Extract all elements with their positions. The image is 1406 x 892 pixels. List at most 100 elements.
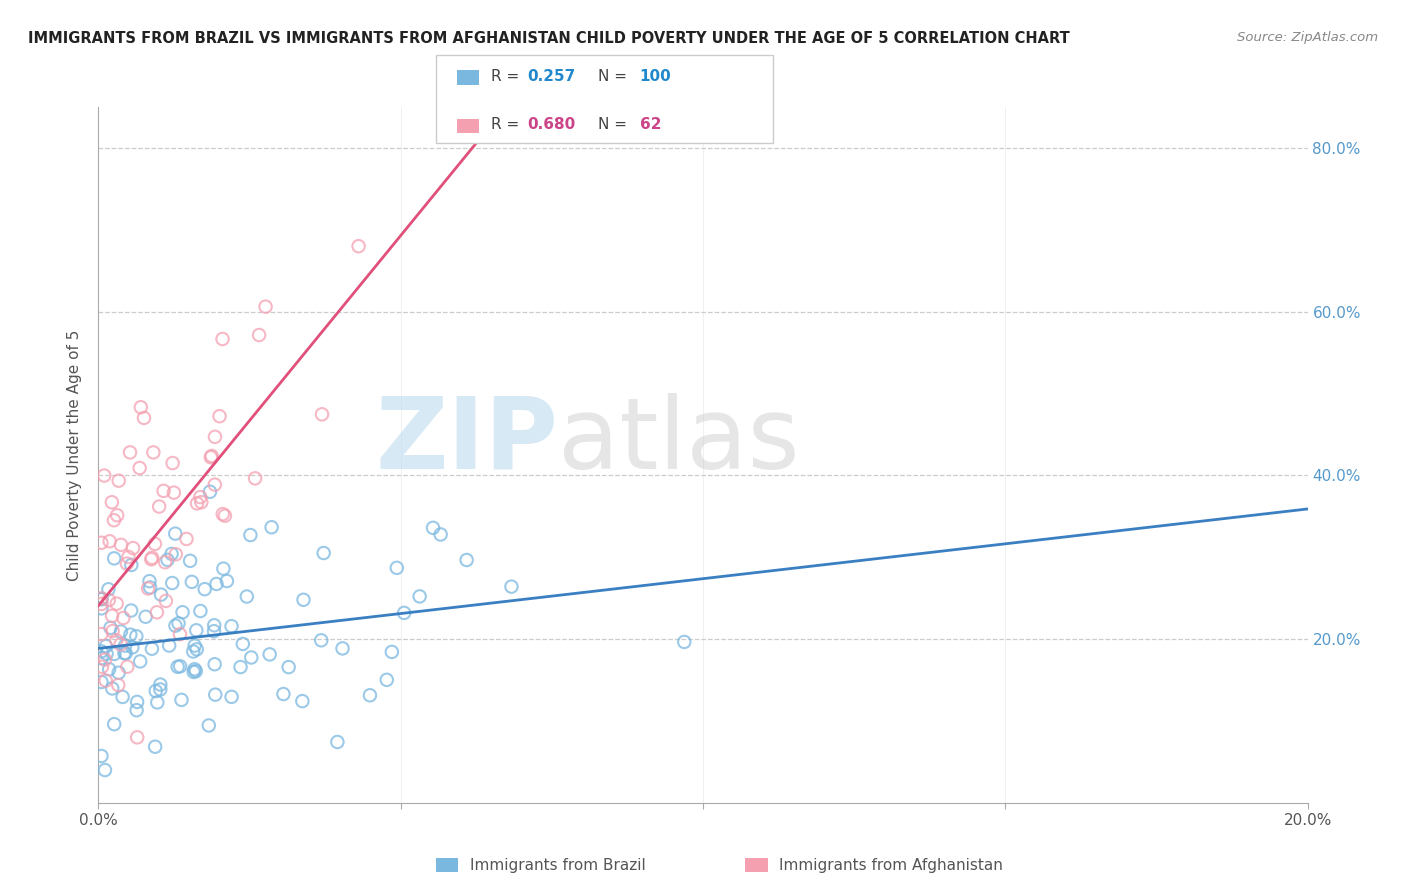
Point bbox=[90, 597, 112, 611]
Point bbox=[156, 553, 179, 567]
Point bbox=[150, 588, 173, 602]
Point bbox=[94, 763, 117, 777]
Point bbox=[347, 239, 370, 253]
Text: Source: ZipAtlas.com: Source: ZipAtlas.com bbox=[1237, 31, 1378, 45]
Point bbox=[121, 640, 143, 655]
Point bbox=[129, 654, 152, 668]
Point bbox=[165, 547, 187, 561]
Point bbox=[422, 521, 444, 535]
Point bbox=[125, 629, 148, 643]
Point bbox=[157, 639, 180, 653]
Point bbox=[110, 624, 132, 639]
Point bbox=[194, 582, 217, 597]
Point bbox=[90, 627, 112, 641]
Point bbox=[205, 577, 228, 591]
Point bbox=[188, 490, 211, 504]
Point bbox=[201, 449, 224, 463]
Point bbox=[105, 597, 128, 611]
Point bbox=[114, 639, 136, 653]
Y-axis label: Child Poverty Under the Age of 5: Child Poverty Under the Age of 5 bbox=[67, 329, 83, 581]
Point bbox=[385, 561, 408, 575]
Text: N =: N = bbox=[598, 118, 631, 132]
Point bbox=[118, 445, 141, 459]
Point bbox=[165, 618, 187, 632]
Point bbox=[120, 628, 142, 642]
Point bbox=[136, 582, 159, 596]
Point bbox=[214, 508, 236, 523]
Point bbox=[107, 474, 129, 488]
Point bbox=[204, 657, 226, 672]
Point bbox=[167, 616, 190, 631]
Point bbox=[139, 581, 162, 595]
Point bbox=[204, 688, 226, 702]
Point bbox=[381, 645, 404, 659]
Point bbox=[211, 507, 233, 521]
Point bbox=[142, 445, 165, 459]
Point bbox=[208, 409, 231, 424]
Point bbox=[93, 468, 115, 483]
Point bbox=[501, 580, 523, 594]
Text: R =: R = bbox=[491, 118, 524, 132]
Point bbox=[90, 644, 112, 658]
Point bbox=[90, 592, 112, 607]
Point bbox=[141, 552, 163, 566]
Point bbox=[146, 695, 169, 709]
Point bbox=[429, 527, 451, 541]
Point bbox=[273, 687, 295, 701]
Point bbox=[176, 532, 198, 546]
Point bbox=[120, 558, 142, 572]
Point bbox=[101, 608, 124, 623]
Point bbox=[153, 555, 176, 569]
Point bbox=[90, 601, 112, 615]
Point bbox=[101, 624, 124, 638]
Point bbox=[375, 673, 398, 687]
Point bbox=[135, 609, 157, 624]
Point bbox=[114, 646, 136, 660]
Point bbox=[160, 547, 183, 561]
Point bbox=[107, 665, 129, 680]
Point bbox=[183, 662, 205, 676]
Point bbox=[359, 688, 381, 702]
Point bbox=[673, 635, 696, 649]
Point bbox=[103, 717, 125, 731]
Point bbox=[232, 637, 254, 651]
Point bbox=[190, 495, 212, 509]
Point bbox=[326, 735, 349, 749]
Point bbox=[240, 650, 263, 665]
Point bbox=[236, 590, 259, 604]
Text: N =: N = bbox=[598, 70, 631, 84]
Point bbox=[152, 483, 174, 498]
Point bbox=[190, 604, 212, 618]
Point bbox=[107, 678, 129, 692]
Point bbox=[138, 574, 160, 589]
Point bbox=[145, 684, 167, 698]
Point bbox=[204, 477, 226, 491]
Point bbox=[180, 574, 202, 589]
Point bbox=[97, 593, 120, 607]
Point bbox=[198, 718, 221, 732]
Text: IMMIGRANTS FROM BRAZIL VS IMMIGRANTS FROM AFGHANISTAN CHILD POVERTY UNDER THE AG: IMMIGRANTS FROM BRAZIL VS IMMIGRANTS FRO… bbox=[28, 31, 1070, 46]
Point bbox=[101, 495, 124, 509]
Point bbox=[169, 627, 191, 641]
Point bbox=[162, 456, 184, 470]
Point bbox=[100, 621, 122, 635]
Point bbox=[94, 673, 117, 688]
Point bbox=[105, 508, 128, 523]
Point bbox=[254, 300, 277, 314]
Point bbox=[183, 665, 205, 679]
Point bbox=[128, 461, 150, 475]
Point bbox=[202, 624, 225, 639]
Point bbox=[260, 520, 283, 534]
Point bbox=[120, 603, 142, 617]
Point bbox=[143, 739, 166, 754]
Text: 0.257: 0.257 bbox=[527, 70, 575, 84]
Point bbox=[311, 407, 333, 421]
Point bbox=[103, 513, 125, 527]
Point bbox=[96, 647, 118, 661]
Point bbox=[90, 749, 112, 764]
Point bbox=[111, 690, 134, 704]
Point bbox=[129, 401, 152, 415]
Point bbox=[221, 619, 243, 633]
Point bbox=[112, 646, 135, 660]
Text: atlas: atlas bbox=[558, 392, 800, 490]
